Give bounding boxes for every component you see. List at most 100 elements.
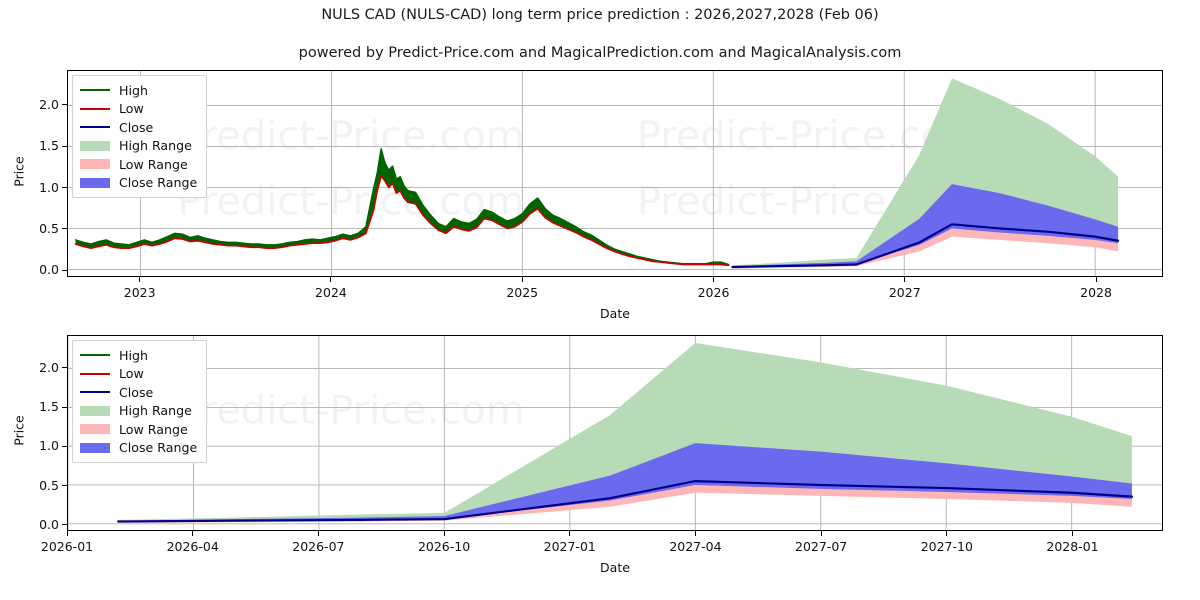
legend-swatch-fill <box>80 372 110 375</box>
x-tick-label: 2026-01 <box>40 539 94 554</box>
legend-swatch-fill <box>80 405 110 416</box>
legend-item[interactable]: Low Range <box>80 155 197 174</box>
low-range-band <box>732 228 1119 269</box>
legend-item[interactable]: Close <box>80 118 197 137</box>
legend-label: High <box>119 82 148 98</box>
legend-item[interactable]: High Range <box>80 137 197 156</box>
legend-item[interactable]: Low Range <box>80 420 197 439</box>
x-tick-label: 2027 <box>888 285 921 300</box>
y-tick-mark <box>62 367 67 369</box>
x-tick-mark <box>192 531 194 536</box>
y-tick-label: 2.0 <box>39 96 59 112</box>
legend-line-swatch-icon <box>80 120 110 134</box>
legend-swatch-fill <box>80 126 110 129</box>
x-tick-mark <box>443 531 445 536</box>
x-tick-label: 2025 <box>506 285 539 300</box>
legend-label: Low <box>119 101 144 117</box>
x-tick-label: 2027-10 <box>920 539 973 554</box>
x-tick-mark <box>694 531 696 536</box>
bottom-x-axis-label: Date <box>600 560 630 575</box>
y-tick-mark <box>62 104 67 106</box>
x-tick-mark <box>139 277 141 282</box>
y-tick-label: 0.0 <box>39 516 59 532</box>
page-title: NULS CAD (NULS-CAD) long term price pred… <box>321 7 879 23</box>
y-tick-label: 2.0 <box>39 359 59 375</box>
legend-band-swatch-icon <box>80 404 110 418</box>
legend-band-swatch-icon <box>80 422 110 436</box>
y-tick-label: 1.5 <box>39 138 59 154</box>
low-range-band <box>118 484 1132 524</box>
legend-item[interactable]: Close Range <box>80 174 197 193</box>
close-range-band <box>732 184 1119 268</box>
bottom-legend: High Low Close High Range Low Range Close Ran… <box>72 340 208 463</box>
legend-item[interactable]: Close <box>80 383 197 402</box>
top-plot-area: Predict-Price.com Predict-Price.com Predic… <box>67 70 1163 277</box>
x-tick-mark <box>904 277 906 282</box>
legend-item[interactable]: High <box>80 346 197 365</box>
x-tick-mark <box>1072 531 1073 536</box>
forecast-close-line <box>117 480 1133 523</box>
legend-line-swatch-icon <box>80 367 110 381</box>
legend-swatch-fill <box>80 424 110 435</box>
legend-swatch-fill <box>80 391 110 394</box>
legend-label: High <box>119 347 148 363</box>
legend-item[interactable]: High Range <box>80 402 197 421</box>
y-tick-mark <box>62 524 67 526</box>
x-tick-mark <box>946 531 948 536</box>
legend-item[interactable]: Low <box>80 100 197 119</box>
legend-label: Close <box>119 119 154 135</box>
x-tick-mark <box>521 277 523 282</box>
x-tick-label: 2026-10 <box>417 539 471 554</box>
watermark-text: Predict-Price.com <box>177 113 524 159</box>
y-tick-mark <box>62 445 67 447</box>
legend-swatch-fill <box>80 177 110 188</box>
x-tick-label: 2024 <box>315 285 347 300</box>
y-tick-label: 1.0 <box>39 438 59 454</box>
x-tick-mark <box>713 277 714 282</box>
legend-band-swatch-icon <box>80 176 110 190</box>
legend-label: Close <box>119 384 154 400</box>
legend-band-swatch-icon <box>80 139 110 153</box>
legend-band-swatch-icon <box>80 157 110 171</box>
watermark-text: Predict-Price.com <box>177 387 524 433</box>
legend-line-swatch-icon <box>80 385 110 399</box>
y-tick-mark <box>62 269 67 271</box>
y-tick-mark <box>62 228 67 230</box>
legend-swatch-fill <box>80 442 110 453</box>
legend-item[interactable]: High <box>80 81 197 100</box>
legend-label: High Range <box>119 403 192 419</box>
legend-item[interactable]: Low <box>80 365 197 384</box>
legend-label: Close Range <box>119 440 198 456</box>
y-tick-label: 1.5 <box>39 399 59 415</box>
legend-item[interactable]: Close Range <box>80 439 197 458</box>
legend-line-swatch-icon <box>80 348 110 362</box>
legend-line-swatch-icon <box>80 83 110 97</box>
y-tick-mark <box>62 406 67 408</box>
forecast-close-line <box>731 223 1120 269</box>
y-tick-label: 1.0 <box>39 179 59 195</box>
legend-label: High Range <box>119 138 192 154</box>
x-tick-mark <box>1095 277 1097 282</box>
top-legend: High Low Close High Range Low Range Close Ran… <box>72 75 208 198</box>
y-tick-label: 0.5 <box>39 477 59 493</box>
close-range-band <box>118 443 1132 523</box>
legend-label: Low Range <box>119 156 188 172</box>
legend-swatch-fill <box>80 107 110 110</box>
x-tick-label: 2026-07 <box>292 539 345 554</box>
x-tick-label: 2028 <box>1080 285 1112 300</box>
x-tick-mark <box>330 277 332 282</box>
y-tick-label: 0.0 <box>39 262 59 278</box>
watermark-text: Predict-Price.com <box>177 179 524 225</box>
x-tick-label: 2026-04 <box>166 539 219 554</box>
y-tick-mark <box>62 485 67 487</box>
legend-label: Low <box>119 366 144 382</box>
y-tick-mark <box>62 145 67 147</box>
x-tick-label: 2027-01 <box>543 539 596 554</box>
page-subtitle: powered by Predict-Price.com and Magical… <box>298 45 902 61</box>
y-tick-label: 0.5 <box>39 220 59 236</box>
